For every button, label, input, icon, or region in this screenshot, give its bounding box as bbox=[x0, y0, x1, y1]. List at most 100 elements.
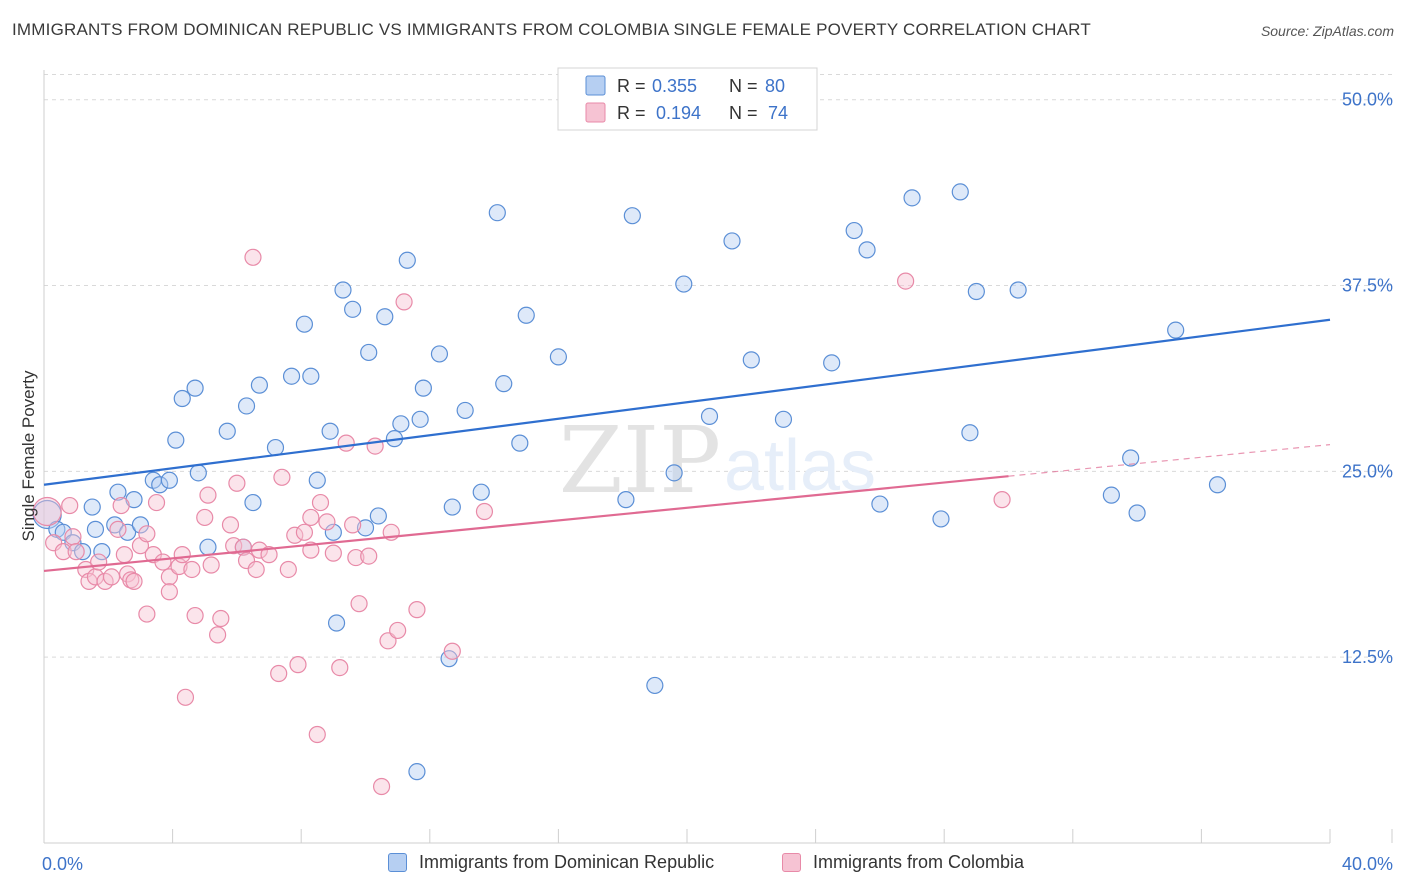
data-points bbox=[32, 183, 1227, 796]
point-blue-9 bbox=[109, 483, 127, 501]
trend-line-pink bbox=[43, 475, 1009, 573]
point-blue-16 bbox=[167, 431, 185, 449]
point-blue-26 bbox=[266, 438, 285, 457]
point-blue-59 bbox=[700, 407, 719, 425]
point-blue-38 bbox=[376, 308, 394, 326]
watermark: ZIP atlas bbox=[559, 407, 876, 514]
point-pink-53 bbox=[311, 493, 330, 512]
point-pink-34 bbox=[209, 626, 227, 644]
point-blue-60 bbox=[723, 232, 741, 250]
point-pink-68 bbox=[408, 601, 426, 619]
point-pink-23 bbox=[154, 553, 172, 571]
point-blue-63 bbox=[823, 354, 841, 372]
legend-top-pink-n-label: N = bbox=[729, 103, 758, 123]
trend-line-pink-extension bbox=[1008, 444, 1331, 477]
point-pink-57 bbox=[337, 434, 355, 452]
point-pink-35 bbox=[212, 609, 230, 628]
point-blue-79 bbox=[327, 614, 346, 632]
legend-top-pink-r-value: 0.194 bbox=[656, 103, 701, 123]
point-blue-65 bbox=[858, 241, 876, 259]
point-pink-48 bbox=[286, 526, 304, 544]
legend-swatch-blue bbox=[388, 853, 407, 872]
legend-top-pink-r-label: R = bbox=[617, 103, 646, 123]
point-pink-47 bbox=[279, 560, 297, 579]
point-pink-11 bbox=[102, 568, 121, 586]
legend-top-blue-r-value: 0.355 bbox=[652, 76, 697, 96]
point-pink-12 bbox=[109, 520, 127, 538]
y-axis-title: Single Female Poverty bbox=[19, 370, 38, 542]
point-blue-32 bbox=[324, 523, 342, 541]
point-blue-48 bbox=[472, 483, 490, 501]
point-blue-61 bbox=[742, 351, 760, 369]
point-blue-75 bbox=[1128, 504, 1146, 522]
point-pink-72 bbox=[993, 491, 1011, 509]
point-pink-73 bbox=[302, 508, 320, 527]
point-blue-6 bbox=[86, 520, 105, 538]
point-pink-59 bbox=[347, 548, 365, 567]
point-pink-4 bbox=[64, 528, 82, 546]
legend-top-blue-n-value: 80 bbox=[765, 76, 785, 96]
gridlines bbox=[44, 73, 1392, 658]
point-blue-18 bbox=[186, 379, 204, 397]
point-pink-58 bbox=[344, 516, 362, 534]
point-pink-28 bbox=[176, 688, 195, 706]
point-blue-40 bbox=[392, 415, 410, 433]
point-pink-17 bbox=[125, 572, 143, 590]
point-blue-36 bbox=[360, 343, 378, 362]
point-pink-20 bbox=[138, 605, 156, 623]
point-pink-0 bbox=[32, 496, 62, 527]
point-pink-13 bbox=[112, 496, 130, 515]
point-blue-29 bbox=[302, 367, 320, 385]
legend-top-pink-swatch bbox=[585, 102, 606, 123]
point-pink-67 bbox=[395, 293, 413, 311]
point-blue-14 bbox=[151, 476, 169, 494]
x-tick-label-1: 40.0% bbox=[1342, 854, 1393, 874]
legend-top-blue-r-label: R = bbox=[617, 76, 646, 96]
point-blue-57 bbox=[665, 464, 683, 482]
legend-item-dominican-republic[interactable]: Immigrants from Dominican Republic bbox=[388, 852, 714, 873]
point-pink-31 bbox=[196, 508, 214, 527]
y-tick-label-0: 12.5% bbox=[1342, 647, 1393, 667]
y-tick-label-1: 25.0% bbox=[1342, 461, 1393, 481]
point-blue-31 bbox=[321, 422, 339, 440]
legend-item-colombia[interactable]: Immigrants from Colombia bbox=[782, 852, 1024, 873]
point-blue-58 bbox=[675, 275, 693, 293]
chart-title: IMMIGRANTS FROM DOMINICAN REPUBLIC VS IM… bbox=[12, 20, 1091, 39]
watermark-zip: ZIP bbox=[559, 407, 721, 514]
point-blue-68 bbox=[932, 510, 950, 528]
point-blue-34 bbox=[344, 300, 362, 318]
point-pink-45 bbox=[270, 664, 288, 683]
point-blue-47 bbox=[456, 401, 474, 420]
point-blue-20 bbox=[199, 538, 217, 556]
point-pink-49 bbox=[289, 656, 307, 674]
point-blue-56 bbox=[646, 676, 664, 695]
legend-top: R = 0.355 N = 80 R = 0.194 N = 74 bbox=[557, 67, 818, 131]
point-blue-76 bbox=[1167, 321, 1185, 339]
axes bbox=[43, 70, 1393, 844]
point-pink-42 bbox=[247, 560, 265, 579]
point-pink-30 bbox=[186, 606, 204, 625]
point-blue-62 bbox=[774, 410, 793, 428]
point-blue-50 bbox=[495, 375, 513, 393]
trend-line-blue bbox=[43, 318, 1331, 486]
point-blue-49 bbox=[488, 204, 506, 222]
point-blue-28 bbox=[295, 315, 314, 333]
trend-lines bbox=[43, 318, 1331, 573]
point-blue-21 bbox=[218, 422, 236, 440]
point-blue-37 bbox=[369, 507, 387, 525]
point-blue-7 bbox=[93, 543, 111, 561]
point-blue-54 bbox=[617, 491, 635, 509]
point-blue-52 bbox=[517, 306, 535, 324]
point-pink-5 bbox=[67, 543, 85, 561]
legend-top-blue-n-label: N = bbox=[729, 76, 758, 96]
x-tick-label-0: 0.0% bbox=[42, 854, 83, 874]
y-tick-label-3: 50.0% bbox=[1342, 90, 1393, 110]
point-blue-17 bbox=[173, 389, 191, 408]
point-pink-63 bbox=[372, 777, 391, 796]
point-pink-38 bbox=[228, 474, 246, 492]
point-pink-52 bbox=[308, 725, 326, 744]
point-pink-66 bbox=[389, 621, 407, 640]
point-pink-61 bbox=[360, 547, 378, 565]
legend-top-blue-swatch bbox=[585, 75, 606, 96]
point-pink-71 bbox=[897, 272, 915, 290]
